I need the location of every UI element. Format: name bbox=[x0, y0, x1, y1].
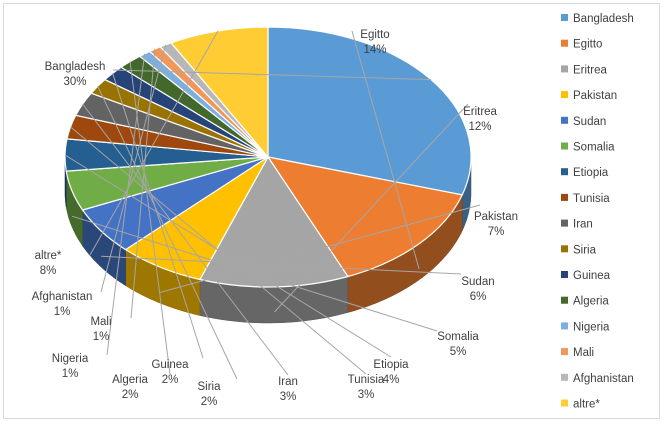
legend-label-nigeria: Nigeria bbox=[573, 321, 610, 333]
legend-label-guinea: Guinea bbox=[573, 270, 611, 282]
legend-label-somalia: Somalia bbox=[573, 142, 615, 154]
legend-swatch-algeria bbox=[561, 296, 568, 304]
legend-swatch-iran bbox=[561, 219, 568, 227]
data-label-name-afghanistan: Afghanistan bbox=[32, 291, 93, 303]
data-label-value-altre: 8% bbox=[40, 265, 57, 277]
legend: Bangladesh Egitto Eritrea Pakistan Sudan Soma… bbox=[561, 13, 634, 411]
data-label-value-somalia: 5% bbox=[450, 346, 467, 358]
leader-line-mali bbox=[130, 48, 156, 319]
legend-swatch-altre bbox=[561, 399, 568, 407]
legend-label-etiopia: Etiopia bbox=[573, 167, 609, 179]
data-label-value-tunisia: 3% bbox=[358, 389, 375, 401]
legend-swatch-nigeria bbox=[561, 322, 568, 330]
legend-swatch-egitto bbox=[561, 39, 568, 47]
data-label-name-pakistan: Pakistan bbox=[474, 211, 518, 223]
data-label-name-somalia: Somalia bbox=[437, 331, 479, 343]
data-label-name-sudan: Sudan bbox=[461, 276, 494, 288]
data-label-name-eritrea: Eritrea bbox=[463, 106, 497, 118]
slice-egitto bbox=[266, 156, 464, 278]
leader-line-tunisia bbox=[70, 126, 367, 375]
leader-line-iran bbox=[82, 103, 289, 376]
leader-line-egitto bbox=[351, 30, 420, 270]
data-label-value-eritrea: 12% bbox=[468, 121, 491, 133]
legend-swatch-siria bbox=[561, 245, 568, 253]
legend-swatch-sudan bbox=[561, 116, 568, 124]
legend-label-sudan: Sudan bbox=[573, 116, 606, 128]
legend-label-mali: Mali bbox=[573, 347, 594, 359]
leader-line-somalia bbox=[71, 215, 438, 332]
leader-line-sudan bbox=[101, 255, 462, 275]
data-label-value-etiopia: 4% bbox=[383, 374, 400, 386]
data-label-name-bangladesh: Bangladesh bbox=[45, 61, 106, 73]
data-label-value-iran: 3% bbox=[280, 391, 297, 403]
data-label-value-sudan: 6% bbox=[470, 291, 487, 303]
legend-swatch-mali bbox=[561, 348, 568, 356]
leader-line-bangladesh bbox=[112, 69, 432, 81]
legend-label-pakistan: Pakistan bbox=[573, 90, 617, 102]
leader-line-pakistan bbox=[160, 204, 481, 293]
legend-label-algeria: Algeria bbox=[573, 296, 609, 308]
data-labels: Bangladesh 30% Egitto 14% Eritrea 12% Pakistan… bbox=[32, 29, 518, 408]
data-label-value-nigeria: 1% bbox=[62, 368, 79, 380]
legend-swatch-etiopia bbox=[561, 168, 568, 176]
legend-label-tunisia: Tunisia bbox=[573, 193, 610, 205]
legend-swatch-guinea bbox=[561, 271, 568, 278]
data-label-name-siria: Siria bbox=[197, 381, 221, 393]
slice-bangladesh bbox=[267, 26, 472, 196]
leader-line-etiopia bbox=[64, 154, 392, 358]
legend-label-afghanistan: Afghanistan bbox=[573, 373, 634, 385]
data-label-value-egitto: 14% bbox=[363, 44, 386, 56]
legend-swatch-eritrea bbox=[561, 65, 568, 73]
legend-swatch-bangladesh bbox=[561, 14, 568, 21]
legend-label-eritrea: Eritrea bbox=[573, 64, 607, 76]
data-label-name-tunisia: Tunisia bbox=[348, 374, 385, 386]
data-label-value-siria: 2% bbox=[201, 396, 218, 408]
data-label-value-guinea: 2% bbox=[162, 374, 179, 386]
data-label-name-iran: Iran bbox=[278, 376, 298, 388]
legend-swatch-afghanistan bbox=[561, 373, 568, 381]
data-label-name-guinea: Guinea bbox=[151, 359, 189, 371]
pie-top-layer bbox=[64, 26, 472, 288]
pie-depth-layer bbox=[64, 157, 472, 324]
leader-lines bbox=[64, 30, 481, 380]
leader-line-siria bbox=[97, 86, 238, 380]
data-label-value-bangladesh: 30% bbox=[63, 76, 86, 88]
data-label-name-algeria: Algeria bbox=[112, 374, 148, 386]
data-label-value-mali: 1% bbox=[93, 331, 110, 343]
leader-line-nigeria bbox=[106, 53, 146, 356]
leader-line-afghanistan bbox=[100, 44, 167, 293]
legend-swatch-pakistan bbox=[561, 91, 568, 99]
legend-swatch-somalia bbox=[561, 142, 568, 150]
data-label-name-egitto: Egitto bbox=[360, 29, 389, 41]
data-label-value-pakistan: 7% bbox=[488, 226, 505, 238]
leader-line-eritrea bbox=[273, 103, 469, 313]
legend-swatch-tunisia bbox=[561, 193, 568, 201]
slice-eritrea bbox=[198, 155, 349, 288]
legend-label-altre: altre* bbox=[573, 399, 600, 411]
data-label-value-afghanistan: 1% bbox=[54, 306, 71, 318]
data-label-name-mali: Mali bbox=[90, 316, 111, 328]
leader-line-guinea bbox=[112, 73, 204, 359]
legend-label-siria: Siria bbox=[573, 244, 597, 256]
data-label-name-nigeria: Nigeria bbox=[52, 353, 89, 365]
data-label-name-altre: altre* bbox=[35, 250, 62, 262]
legend-label-egitto: Egitto bbox=[573, 39, 602, 51]
data-label-name-etiopia: Etiopia bbox=[373, 359, 409, 371]
leader-line-altre bbox=[89, 30, 219, 256]
legend-label-bangladesh: Bangladesh bbox=[573, 13, 634, 25]
data-label-value-algeria: 2% bbox=[122, 389, 139, 401]
legend-label-iran: Iran bbox=[573, 219, 593, 231]
